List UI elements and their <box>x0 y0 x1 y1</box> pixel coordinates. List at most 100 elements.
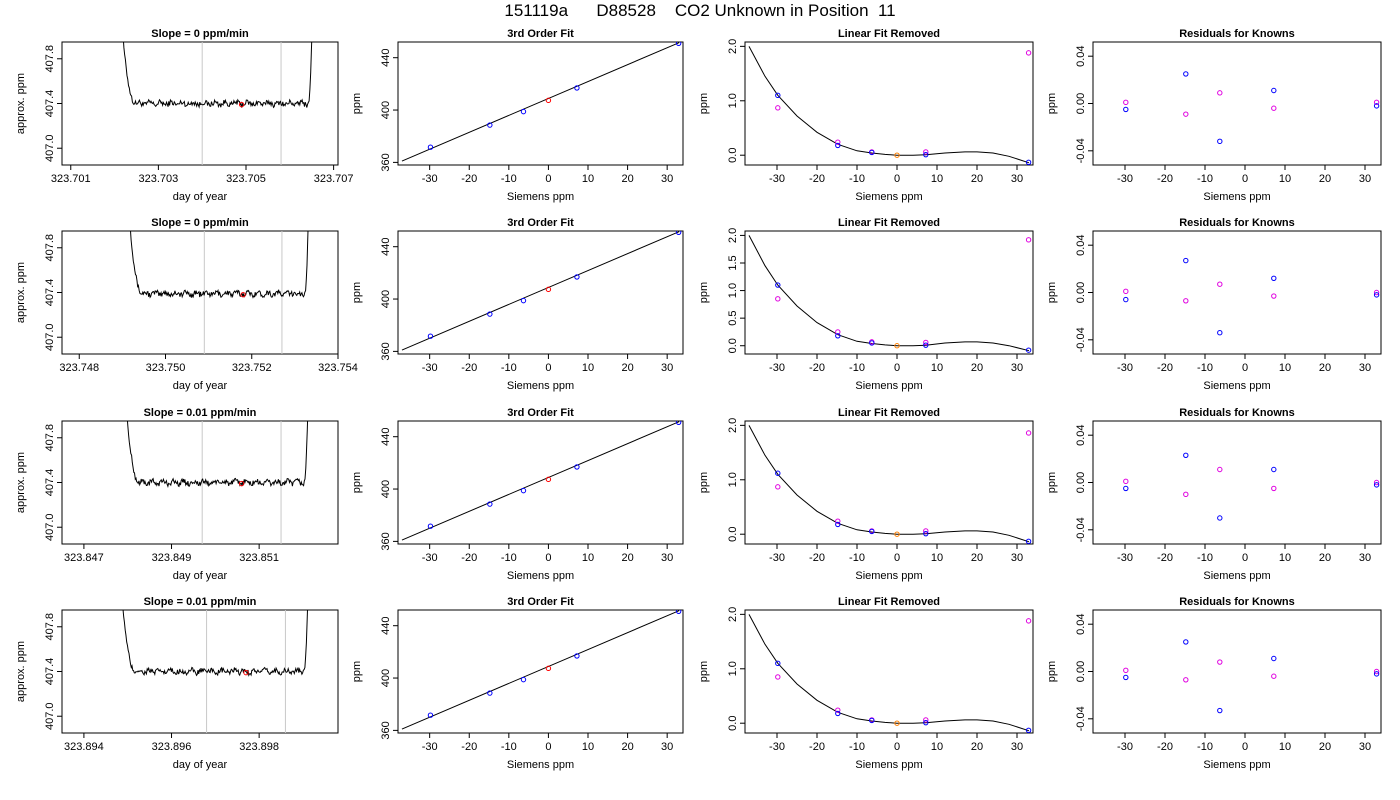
known-standard-point <box>427 523 434 529</box>
x-tick-label: 323.898 <box>239 741 279 753</box>
x-tick-label: 20 <box>1319 552 1331 564</box>
y-tick-label: 1.0 <box>727 93 739 108</box>
x-tick-label: 10 <box>1279 362 1291 374</box>
trace-panel-row-4: Slope = 0.01 ppm/min 323.894 323.896 323.89… <box>15 596 339 771</box>
x-tick-label: 0 <box>894 552 900 564</box>
y-tick-label: 1.5 <box>727 255 739 270</box>
y-tick-label: 400 <box>380 101 392 119</box>
y-axis-label: ppm <box>351 472 363 493</box>
y-tick-label: 407.8 <box>44 45 56 73</box>
x-tick-label: 30 <box>1011 741 1023 753</box>
x-tick-label: -20 <box>1157 741 1173 753</box>
lin-panel-row-2: Linear Fit Removed -30 -20 -10 0 10 20 30 0.0 0.5… <box>698 217 1034 392</box>
x-tick-label: 30 <box>661 741 673 753</box>
x-tick-label: 10 <box>931 552 943 564</box>
x-tick-label: -20 <box>809 173 825 185</box>
y-axis-label: ppm <box>1046 282 1058 303</box>
y-axis-label: ppm <box>351 661 363 682</box>
x-tick-label: 323.894 <box>64 741 104 753</box>
residual-point-secondary <box>1217 466 1223 473</box>
plot-area <box>401 231 682 351</box>
x-tick-label: 30 <box>1359 173 1371 185</box>
y-axis-label: ppm <box>698 93 710 114</box>
y-tick-label: 360 <box>380 153 392 171</box>
residual-point-primary <box>1183 452 1189 458</box>
y-tick-label: 0.0 <box>727 148 739 163</box>
x-tick-label: 30 <box>661 173 673 185</box>
trace-panel-row-3: Slope = 0.01 ppm/min 323.847 323.849 323.85… <box>15 407 339 582</box>
x-tick-label: -10 <box>1197 552 1213 564</box>
y-tick-label: 2.0 <box>727 39 739 54</box>
residual-point-primary <box>1217 330 1223 336</box>
known-point-primary <box>835 333 841 339</box>
x-axis-label: Siemens ppm <box>1203 380 1270 392</box>
known-point-primary <box>775 92 781 99</box>
fit-line <box>401 42 680 162</box>
y-axis-label: ppm <box>1046 93 1058 114</box>
known-point-secondary <box>835 139 841 145</box>
residual-point-primary <box>1217 707 1223 714</box>
panel-title: Linear Fit Removed <box>838 217 940 229</box>
known-point-secondary <box>1025 430 1032 436</box>
current-sample-marker <box>238 101 245 108</box>
x-tick-label: 10 <box>582 173 594 185</box>
fit-panel-row-2: 3rd Order Fit -30 -20 -10 0 10 20 30 360 400 440 Si… <box>351 217 684 392</box>
x-tick-label: 30 <box>661 552 673 564</box>
lin-panel-row-1: Linear Fit Removed -30 -20 -10 0 10 20 30 0.0 1.0… <box>698 28 1034 203</box>
y-tick-label: 407.8 <box>44 234 56 262</box>
x-tick-label: 323.849 <box>152 552 192 564</box>
x-tick-label: 20 <box>971 173 983 185</box>
x-tick-label: 20 <box>1319 741 1331 753</box>
residual-point-primary <box>1183 639 1189 645</box>
y-tick-label: 2.0 <box>727 607 739 622</box>
x-tick-label: -10 <box>501 741 517 753</box>
known-point-secondary <box>923 528 929 534</box>
x-axis-label: Siemens ppm <box>855 570 922 582</box>
x-tick-label: 20 <box>621 552 633 564</box>
fit-line <box>401 610 680 730</box>
known-point-secondary <box>1025 618 1032 624</box>
residual-point-primary <box>1271 275 1277 282</box>
panel-title: 3rd Order Fit <box>507 217 574 229</box>
x-tick-label: -10 <box>1197 741 1213 753</box>
y-tick-label: 440 <box>380 617 392 635</box>
known-point-secondary <box>835 518 841 524</box>
x-tick-label: -30 <box>1117 552 1133 564</box>
y-tick-label: 407.0 <box>44 513 56 541</box>
x-tick-label: -30 <box>1117 173 1133 185</box>
known-point-secondary <box>775 105 781 111</box>
current-sample-marker <box>243 669 249 676</box>
x-tick-label: 30 <box>1011 362 1023 374</box>
x-tick-label: -10 <box>849 362 865 374</box>
plot-frame <box>744 41 1034 166</box>
y-tick-label: 0.0 <box>727 527 739 542</box>
panel-title: Residuals for Knowns <box>1179 596 1295 608</box>
residual-point-primary <box>1373 103 1380 109</box>
plot-frame <box>397 41 684 166</box>
concentration-trace <box>126 421 309 488</box>
x-tick-label: 30 <box>1011 552 1023 564</box>
x-tick-label: -20 <box>1157 362 1173 374</box>
residual-point-secondary <box>1271 485 1277 492</box>
x-tick-label: 323.754 <box>318 362 358 374</box>
x-tick-label: 10 <box>931 173 943 185</box>
panel-title: Residuals for Knowns <box>1179 407 1295 419</box>
plot-area <box>748 425 1032 544</box>
x-tick-label: 10 <box>582 362 594 374</box>
residual-point-primary <box>1373 292 1380 298</box>
x-axis-label: Siemens ppm <box>507 380 574 392</box>
residual-point-primary <box>1123 106 1129 113</box>
panel-title: Slope = 0.01 ppm/min <box>144 407 257 419</box>
residual-point-primary <box>1271 466 1277 473</box>
known-point-primary <box>775 660 781 667</box>
x-tick-label: -10 <box>501 173 517 185</box>
plot-frame <box>1092 41 1382 166</box>
x-tick-label: 323.748 <box>59 362 99 374</box>
x-tick-label: -20 <box>461 362 477 374</box>
known-point-primary <box>869 149 875 156</box>
residual-point-secondary <box>1271 293 1277 299</box>
plot-frame <box>744 420 1034 545</box>
x-tick-label: 10 <box>582 552 594 564</box>
x-tick-label: 30 <box>661 362 673 374</box>
y-axis-label: approx. ppm <box>15 452 27 513</box>
